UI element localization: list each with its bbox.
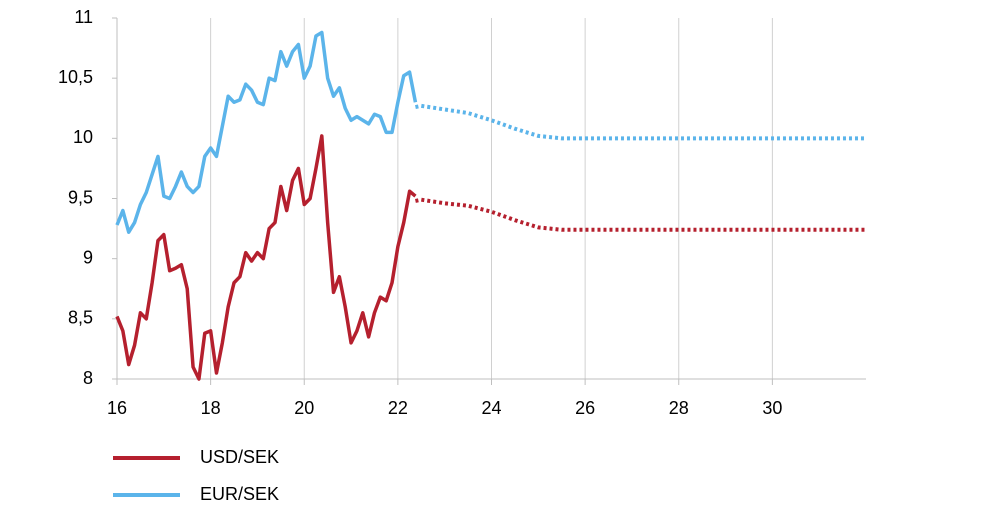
- forecast-line: [415, 103, 866, 141]
- x-tick-label: 26: [575, 398, 595, 418]
- y-tick-label: 10: [73, 127, 93, 147]
- x-tick-label: 28: [669, 398, 689, 418]
- x-tick-label: 18: [201, 398, 221, 418]
- legend-label: EUR/SEK: [200, 484, 279, 504]
- x-tick-label: 20: [294, 398, 314, 418]
- y-tick-label: 8: [83, 368, 93, 388]
- y-tick-label: 9: [83, 247, 93, 267]
- x-tick-label: 24: [481, 398, 501, 418]
- forecast-line: [415, 197, 866, 232]
- y-tick-label: 9,5: [68, 187, 93, 207]
- y-tick-label: 10,5: [58, 67, 93, 87]
- x-tick-label: 30: [762, 398, 782, 418]
- y-tick-label: 8,5: [68, 308, 93, 328]
- line: [115, 30, 418, 234]
- x-tick-label: 16: [107, 398, 127, 418]
- line: [115, 134, 417, 381]
- x-tick-label: 22: [388, 398, 408, 418]
- legend-label: USD/SEK: [200, 447, 279, 467]
- y-tick-label: 11: [74, 7, 93, 27]
